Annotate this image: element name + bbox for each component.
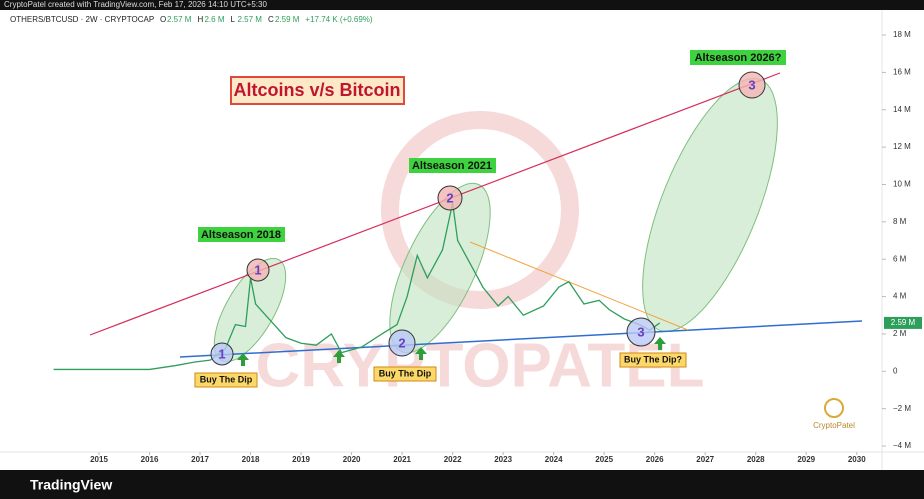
ohlc-value: 2.57 M — [167, 15, 192, 24]
trendline — [179, 320, 863, 358]
annotation: Altseason 2018 — [201, 229, 281, 241]
x-tick-label: 2027 — [696, 455, 714, 464]
ohlc-legend: O 2.57 M H 2.6 M L 2.57 M C 2.59 M +17.74 K (+0.… — [160, 15, 373, 24]
y-tick-label: 18 M — [893, 30, 911, 39]
annotation: Altseason 2021 — [412, 160, 492, 172]
x-tick-label: 2016 — [141, 455, 159, 464]
last-price-box — [884, 316, 922, 329]
annotations: Altcoins v/s Bitcoin Altseason 2018 Alts… — [194, 50, 855, 430]
symbol: OTHERS/BTCUSD · 2W · CRYPTOCAP — [10, 15, 154, 24]
marker-circle — [246, 258, 270, 282]
x-tick-label: 2024 — [545, 455, 563, 464]
watermark-ring — [381, 111, 579, 309]
label-box — [619, 352, 687, 368]
circle-label: 2 — [398, 335, 405, 350]
ellipse — [642, 78, 778, 332]
x-tick-label: 2029 — [797, 455, 815, 464]
ohlc-key: H — [197, 15, 203, 24]
trendline — [89, 72, 781, 336]
label-box — [198, 227, 285, 242]
label-box — [373, 366, 437, 382]
top-bar-text: CryptoPatel created with TradingView.com… — [4, 0, 267, 9]
label-box — [690, 50, 786, 65]
y-tick-label: 0 — [893, 366, 898, 375]
top-bar — [0, 0, 924, 10]
y-tick-label: 2 M — [893, 329, 907, 338]
ohlc-value: 2.57 M — [237, 15, 262, 24]
x-tick-label: 2019 — [292, 455, 310, 464]
ohlc-change: +17.74 K (+0.69%) — [305, 15, 372, 24]
marker-circle — [738, 71, 766, 99]
marker-circle — [437, 185, 463, 211]
ohlc-value: 2.59 M — [275, 15, 300, 24]
annotation: Altseason 2026? — [695, 52, 782, 64]
x-tick-label: 2025 — [595, 455, 613, 464]
annotation: Buy The Dip — [379, 368, 432, 378]
annotation: Buy The Dip — [200, 374, 253, 384]
up-arrow — [415, 347, 427, 360]
title-box — [230, 76, 405, 105]
x-tick-label: 2017 — [191, 455, 209, 464]
footer: TradingView — [30, 477, 112, 493]
drawings — [89, 72, 863, 363]
ohlc-key: O — [160, 15, 166, 24]
circle-label: 1 — [218, 346, 225, 361]
up-arrow — [654, 337, 666, 350]
x-tick-label: 2026 — [646, 455, 664, 464]
circle-label: 3 — [637, 324, 644, 339]
y-tick-label: −2 M — [893, 404, 911, 413]
marker-circle — [210, 342, 234, 366]
y-tick-label: 16 M — [893, 68, 911, 77]
price-line — [53, 203, 661, 371]
x-tick-label: 2022 — [444, 455, 462, 464]
y-tick-label: 12 M — [893, 142, 911, 151]
logo-icon — [824, 398, 844, 418]
y-tick-label: 8 M — [893, 217, 907, 226]
marker-circle — [626, 317, 656, 347]
x-tick-label: 2020 — [343, 455, 361, 464]
ohlc-key: C — [268, 15, 274, 24]
up-arrow — [333, 350, 345, 363]
label-box — [409, 158, 496, 173]
y-tick-label: 10 M — [893, 180, 911, 189]
y-tick-label: 6 M — [893, 254, 907, 263]
circle-label: 2 — [446, 190, 453, 205]
ohlc-key: L — [230, 15, 235, 24]
up-arrow — [237, 353, 249, 366]
logo: CryptoPatel — [813, 421, 855, 430]
marker-circle — [388, 329, 416, 357]
footer-bar — [0, 470, 924, 499]
x-tick-label: 2030 — [848, 455, 866, 464]
y-tick-label: 14 M — [893, 105, 911, 114]
title: Altcoins v/s Bitcoin — [233, 80, 400, 100]
x-tick-label: 2028 — [747, 455, 765, 464]
x-tick-label: 2021 — [393, 455, 411, 464]
last-price-label: 2.59 M — [891, 318, 916, 327]
x-tick-label: 2023 — [494, 455, 512, 464]
circle-label: 1 — [254, 262, 261, 277]
x-tick-label: 2015 — [90, 455, 108, 464]
ohlc-value: 2.6 M — [204, 15, 224, 24]
annotation: Buy The Dip? — [624, 354, 682, 364]
trendline — [469, 241, 689, 331]
y-tick-label: −4 M — [893, 441, 911, 450]
label-box — [194, 372, 258, 388]
circle-label: 3 — [748, 77, 755, 92]
x-tick-label: 2018 — [242, 455, 260, 464]
y-tick-label: 4 M — [893, 292, 907, 301]
